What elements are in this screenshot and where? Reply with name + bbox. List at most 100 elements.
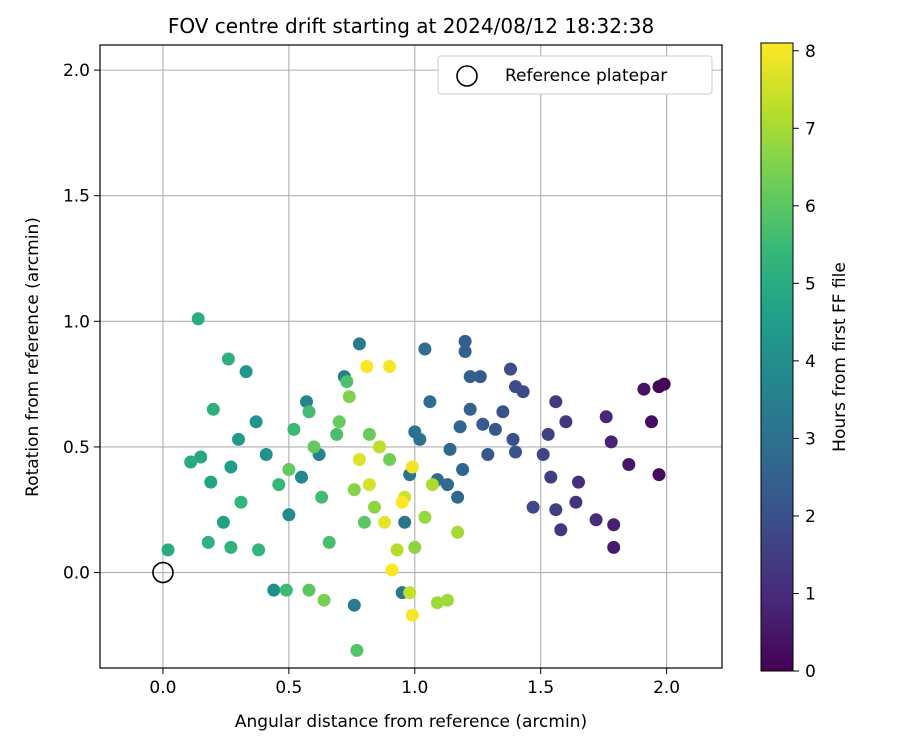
data-point (572, 475, 585, 489)
colorbar-ticks: 0 1 2 3 4 5 6 7 8 (793, 42, 816, 682)
data-point (463, 370, 477, 384)
x-axis-label: Angular distance from reference (arcmin) (235, 712, 587, 732)
data-point (272, 478, 286, 492)
data-point (496, 405, 510, 419)
data-point (234, 495, 248, 509)
data-point (423, 395, 437, 409)
data-point (383, 453, 397, 466)
data-point (622, 458, 636, 471)
reference-marker-group (152, 561, 174, 584)
data-point (488, 422, 502, 436)
data-point (352, 337, 366, 351)
data-point (430, 596, 444, 610)
data-point (259, 448, 273, 461)
data-point (330, 427, 344, 441)
data-point (405, 460, 419, 474)
data-point (476, 417, 490, 431)
data-point (295, 470, 308, 484)
data-point (282, 508, 296, 522)
y-tick-label: 0.5 (63, 438, 90, 458)
x-tick-label: 1.5 (527, 678, 554, 698)
x-tick-label: 1.0 (401, 678, 428, 698)
data-point (184, 455, 198, 469)
data-point (509, 380, 522, 394)
data-point (559, 415, 573, 429)
y-axis-label: Rotation from reference (arcmin) (23, 217, 43, 497)
data-point (405, 608, 419, 622)
y-tick-label: 2.0 (63, 61, 90, 81)
plot-frame (99, 44, 723, 669)
x-tick-label: 0.5 (275, 678, 302, 698)
colorbar-tick-label: 3 (805, 429, 816, 449)
data-point (302, 405, 316, 419)
y-tick-label: 1.5 (63, 187, 90, 207)
data-point (350, 643, 364, 657)
data-point (347, 483, 361, 497)
data-point (418, 342, 432, 356)
data-point (569, 495, 583, 509)
data-point (317, 593, 331, 607)
colorbar-tick-label: 8 (805, 42, 816, 62)
data-point (652, 380, 666, 394)
colorbar-tick-label: 0 (805, 662, 816, 682)
data-point (456, 463, 470, 476)
data-point (549, 503, 563, 517)
data-point (307, 440, 321, 454)
data-point (357, 515, 371, 529)
colorbar-tick-label: 1 (805, 584, 816, 604)
data-point (252, 543, 266, 557)
data-point (302, 583, 316, 597)
data-point (383, 360, 397, 373)
data-point (607, 540, 621, 554)
legend-reference-marker (456, 65, 478, 87)
data-point (360, 360, 374, 373)
data-point (279, 583, 293, 597)
data-point (342, 390, 356, 404)
data-point (544, 470, 558, 484)
data-point (322, 535, 336, 549)
data-point (216, 515, 230, 529)
data-point (453, 420, 467, 434)
data-point (504, 362, 517, 376)
legend-frame (437, 55, 713, 95)
data-point (473, 370, 487, 384)
data-point (425, 478, 439, 492)
data-point (191, 312, 205, 326)
y-axis-ticks: 0.0 0.5 1.0 1.5 2.0 (63, 61, 100, 584)
data-point (239, 365, 253, 379)
data-point (287, 422, 301, 436)
colorbar-tick-label: 7 (805, 119, 816, 139)
data-point (352, 453, 366, 466)
data-point (509, 445, 522, 459)
data-point (652, 468, 666, 482)
data-point (441, 478, 454, 492)
data-point (347, 598, 361, 612)
data-point (332, 415, 346, 429)
x-axis-ticks: 0.0 0.5 1.0 1.5 2.0 (149, 668, 680, 698)
data-point (463, 402, 477, 416)
data-point (395, 495, 409, 509)
data-point (418, 510, 432, 524)
data-point (282, 463, 296, 476)
colorbar: 0 1 2 3 4 5 6 7 8 Hours from first FF file (760, 42, 850, 682)
chart-title: FOV centre drift starting at 2024/08/12 … (168, 14, 654, 38)
colorbar-tick-label: 6 (805, 197, 816, 217)
data-point (224, 540, 238, 554)
colorbar-tick-label: 4 (805, 352, 816, 372)
data-point (378, 515, 392, 529)
data-point (249, 415, 263, 429)
colorbar-label: Hours from first FF file (830, 262, 850, 452)
y-tick-label: 1.0 (63, 312, 90, 332)
data-point (554, 523, 568, 537)
data-point (443, 442, 457, 456)
x-tick-label: 2.0 (653, 678, 680, 698)
data-point (645, 415, 658, 429)
data-point (390, 543, 404, 557)
data-point (315, 490, 329, 504)
reference-point-marker (152, 561, 174, 584)
data-point (536, 448, 550, 461)
data-points (161, 312, 671, 657)
data-point (300, 395, 313, 409)
data-point (221, 352, 235, 366)
